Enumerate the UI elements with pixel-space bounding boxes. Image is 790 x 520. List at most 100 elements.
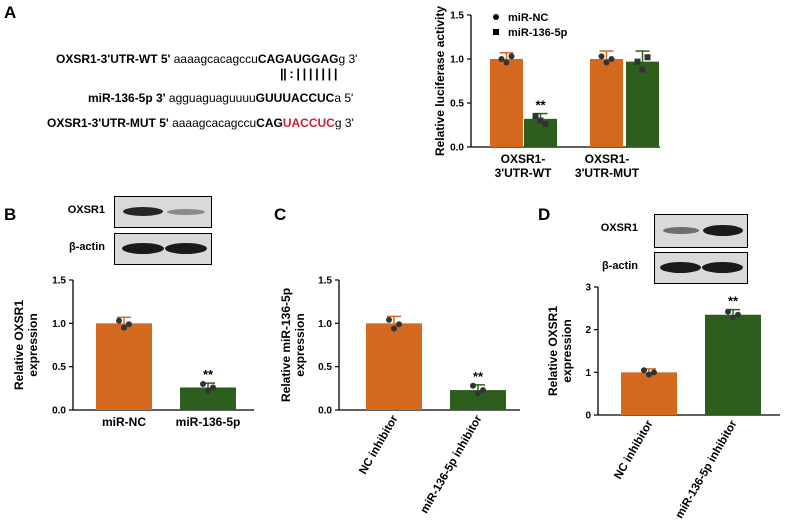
chart-a-legend-label: miR-136-5p (508, 27, 568, 39)
chart-a-legend-marker (493, 14, 499, 20)
mir-sequence: miR-136-5p 3' agguaguaguuuuGUUUACCUCa 5' (88, 91, 353, 105)
chart-d-y-tick-label: 3 (585, 283, 591, 294)
chart-c-data-point (396, 321, 402, 328)
chart-b-x-tick-label: miR-NC (102, 415, 146, 429)
mut-lower: aaaagcacagccu (172, 116, 257, 130)
mut-upper-red: UACCUC (282, 116, 335, 130)
chart-b-data-point (200, 381, 206, 387)
chart-d-data-point (730, 314, 736, 321)
chart-c-y-tick-label: 0.0 (318, 406, 332, 417)
chart-a-x-tick-label: OXSR1-3'UTR-MUT (575, 152, 640, 180)
chart-a-data-point (608, 56, 615, 62)
band (663, 227, 699, 234)
blot-d-actin (654, 252, 748, 284)
chart-a-y-tick-label: 0.5 (450, 99, 464, 110)
mir-3prime: 3' (156, 91, 166, 105)
chart-a-data-point (634, 58, 641, 65)
band (165, 243, 207, 254)
chart-b-data-point (210, 384, 216, 391)
mir-upper: GUUUACCUC (255, 91, 335, 105)
panel-label-d: D (538, 205, 551, 224)
chart-a-x-tick-label-line: OXSR1- (501, 152, 546, 166)
chart-a-bar (490, 59, 523, 147)
chart-d-x-tick-label: NC inhibitor (612, 418, 656, 481)
chart-c-data-point (475, 390, 481, 397)
mut-sequence: OXSR1-3'UTR-MUT 5' aaaagcacagccuCAGUACCU… (47, 116, 354, 130)
chart-b-data-point (116, 317, 122, 324)
chart-b-y-tick-label: 1.5 (52, 276, 66, 287)
chart-d-y-label: Relative OXSR1expression (546, 306, 574, 396)
chart-a-legend-label: miR-NC (508, 12, 548, 24)
blot-b-label-actin: β-actin (68, 241, 105, 253)
chart-b-x-tick-label-line: miR-136-5p (176, 415, 241, 429)
chart-c-significance: ** (473, 369, 484, 384)
chart-a-data-point (598, 53, 605, 60)
chart-c-y-label: Relative miR-136-5pexpression (279, 288, 307, 402)
chart-d-y-label-line: Relative OXSR1 (546, 306, 560, 396)
chart-a-data-point (498, 56, 505, 62)
chart-b-y-tick-label: 1.0 (52, 319, 66, 330)
chart-b-y-label-line: expression (26, 313, 40, 376)
chart-c-y-tick-label: 1.5 (318, 276, 332, 287)
chart-d-y-tick-label: 0 (585, 411, 591, 422)
band (122, 243, 164, 254)
chart-c-data-point (480, 387, 486, 394)
chart-c-bar (450, 390, 506, 410)
chart-a-data-point (537, 117, 544, 124)
chart-d-y-tick-label: 2 (585, 325, 591, 336)
band (703, 225, 743, 236)
chart-d-y-label-line: expression (560, 319, 574, 382)
chart-a-x-tick-label: OXSR1-3'UTR-WT (495, 152, 553, 180)
chart-c-data-point (386, 316, 392, 323)
chart-a-data-point (644, 54, 651, 61)
mut-name: OXSR1-3'UTR-MUT (47, 116, 156, 130)
chart-a-y-tick-label: 1.0 (450, 55, 464, 66)
pairing-lines: || : | | | | | | | (280, 66, 337, 81)
chart-a-data-point (532, 113, 539, 120)
chart-d-data-point (646, 371, 652, 378)
chart-c-data-point (470, 382, 476, 389)
panel-label-b: B (4, 205, 17, 224)
chart-b-data-point (121, 324, 127, 331)
chart-b-y-label: Relative OXSR1expression (12, 300, 40, 390)
chart-a-data-point (639, 66, 646, 73)
chart-a-y-tick-label: 0.0 (450, 143, 464, 154)
blot-b-label-oxsr1: OXSR1 (67, 204, 105, 216)
wt-tail: g 3' (338, 52, 358, 66)
chart-a-x-tick-label-line: 3'UTR-MUT (575, 166, 640, 180)
blot-d-oxsr1 (654, 214, 748, 248)
chart-b-data-point (205, 387, 211, 394)
mut-tail: g 3' (334, 116, 354, 130)
mir-name: miR-136-5p (88, 91, 153, 105)
chart-b-y-tick-label: 0.0 (52, 406, 66, 417)
band (167, 209, 205, 215)
chart-a-x-tick-label-line: OXSR1- (585, 152, 630, 166)
chart-b-y-label-line: Relative OXSR1 (12, 300, 26, 390)
chart-d-data-point (641, 367, 647, 374)
chart-d-x-tick-label: miR-136-5p inhibitor (674, 418, 740, 520)
chart-b-x-tick-label: miR-136-5p (176, 415, 241, 429)
chart-d-data-point (735, 311, 741, 318)
panel-label-c: C (274, 205, 287, 224)
wt-name: OXSR1-3'UTR-WT (56, 52, 158, 66)
chart-a-data-point (542, 121, 549, 128)
chart-a-data-point (508, 53, 515, 60)
chart-c-y-tick-label: 0.5 (318, 362, 332, 373)
band (123, 207, 163, 216)
chart-c-x-tick-label: NC inhibitor (357, 413, 401, 476)
band (702, 262, 743, 273)
chart-a-data-point (603, 59, 610, 66)
chart-b-bar (96, 323, 152, 410)
blot-d-label-actin: β-actin (601, 260, 638, 272)
chart-a-y-tick-label: 1.5 (450, 11, 464, 22)
chart-a-bar (590, 59, 623, 147)
chart-c-data-point (391, 325, 397, 332)
chart-d-y-tick-label: 1 (585, 368, 591, 379)
chart-b-bar (180, 387, 236, 410)
mir-tail: a 5' (334, 91, 354, 105)
chart-a-x-tick-label-line: 3'UTR-WT (495, 166, 553, 180)
wt-sequence: OXSR1-3'UTR-WT 5' aaaagcacagccuCAGAUGGAG… (56, 52, 357, 66)
chart-d-bar (705, 314, 761, 415)
band (660, 262, 701, 273)
chart-c-y-label-line: expression (293, 313, 307, 376)
